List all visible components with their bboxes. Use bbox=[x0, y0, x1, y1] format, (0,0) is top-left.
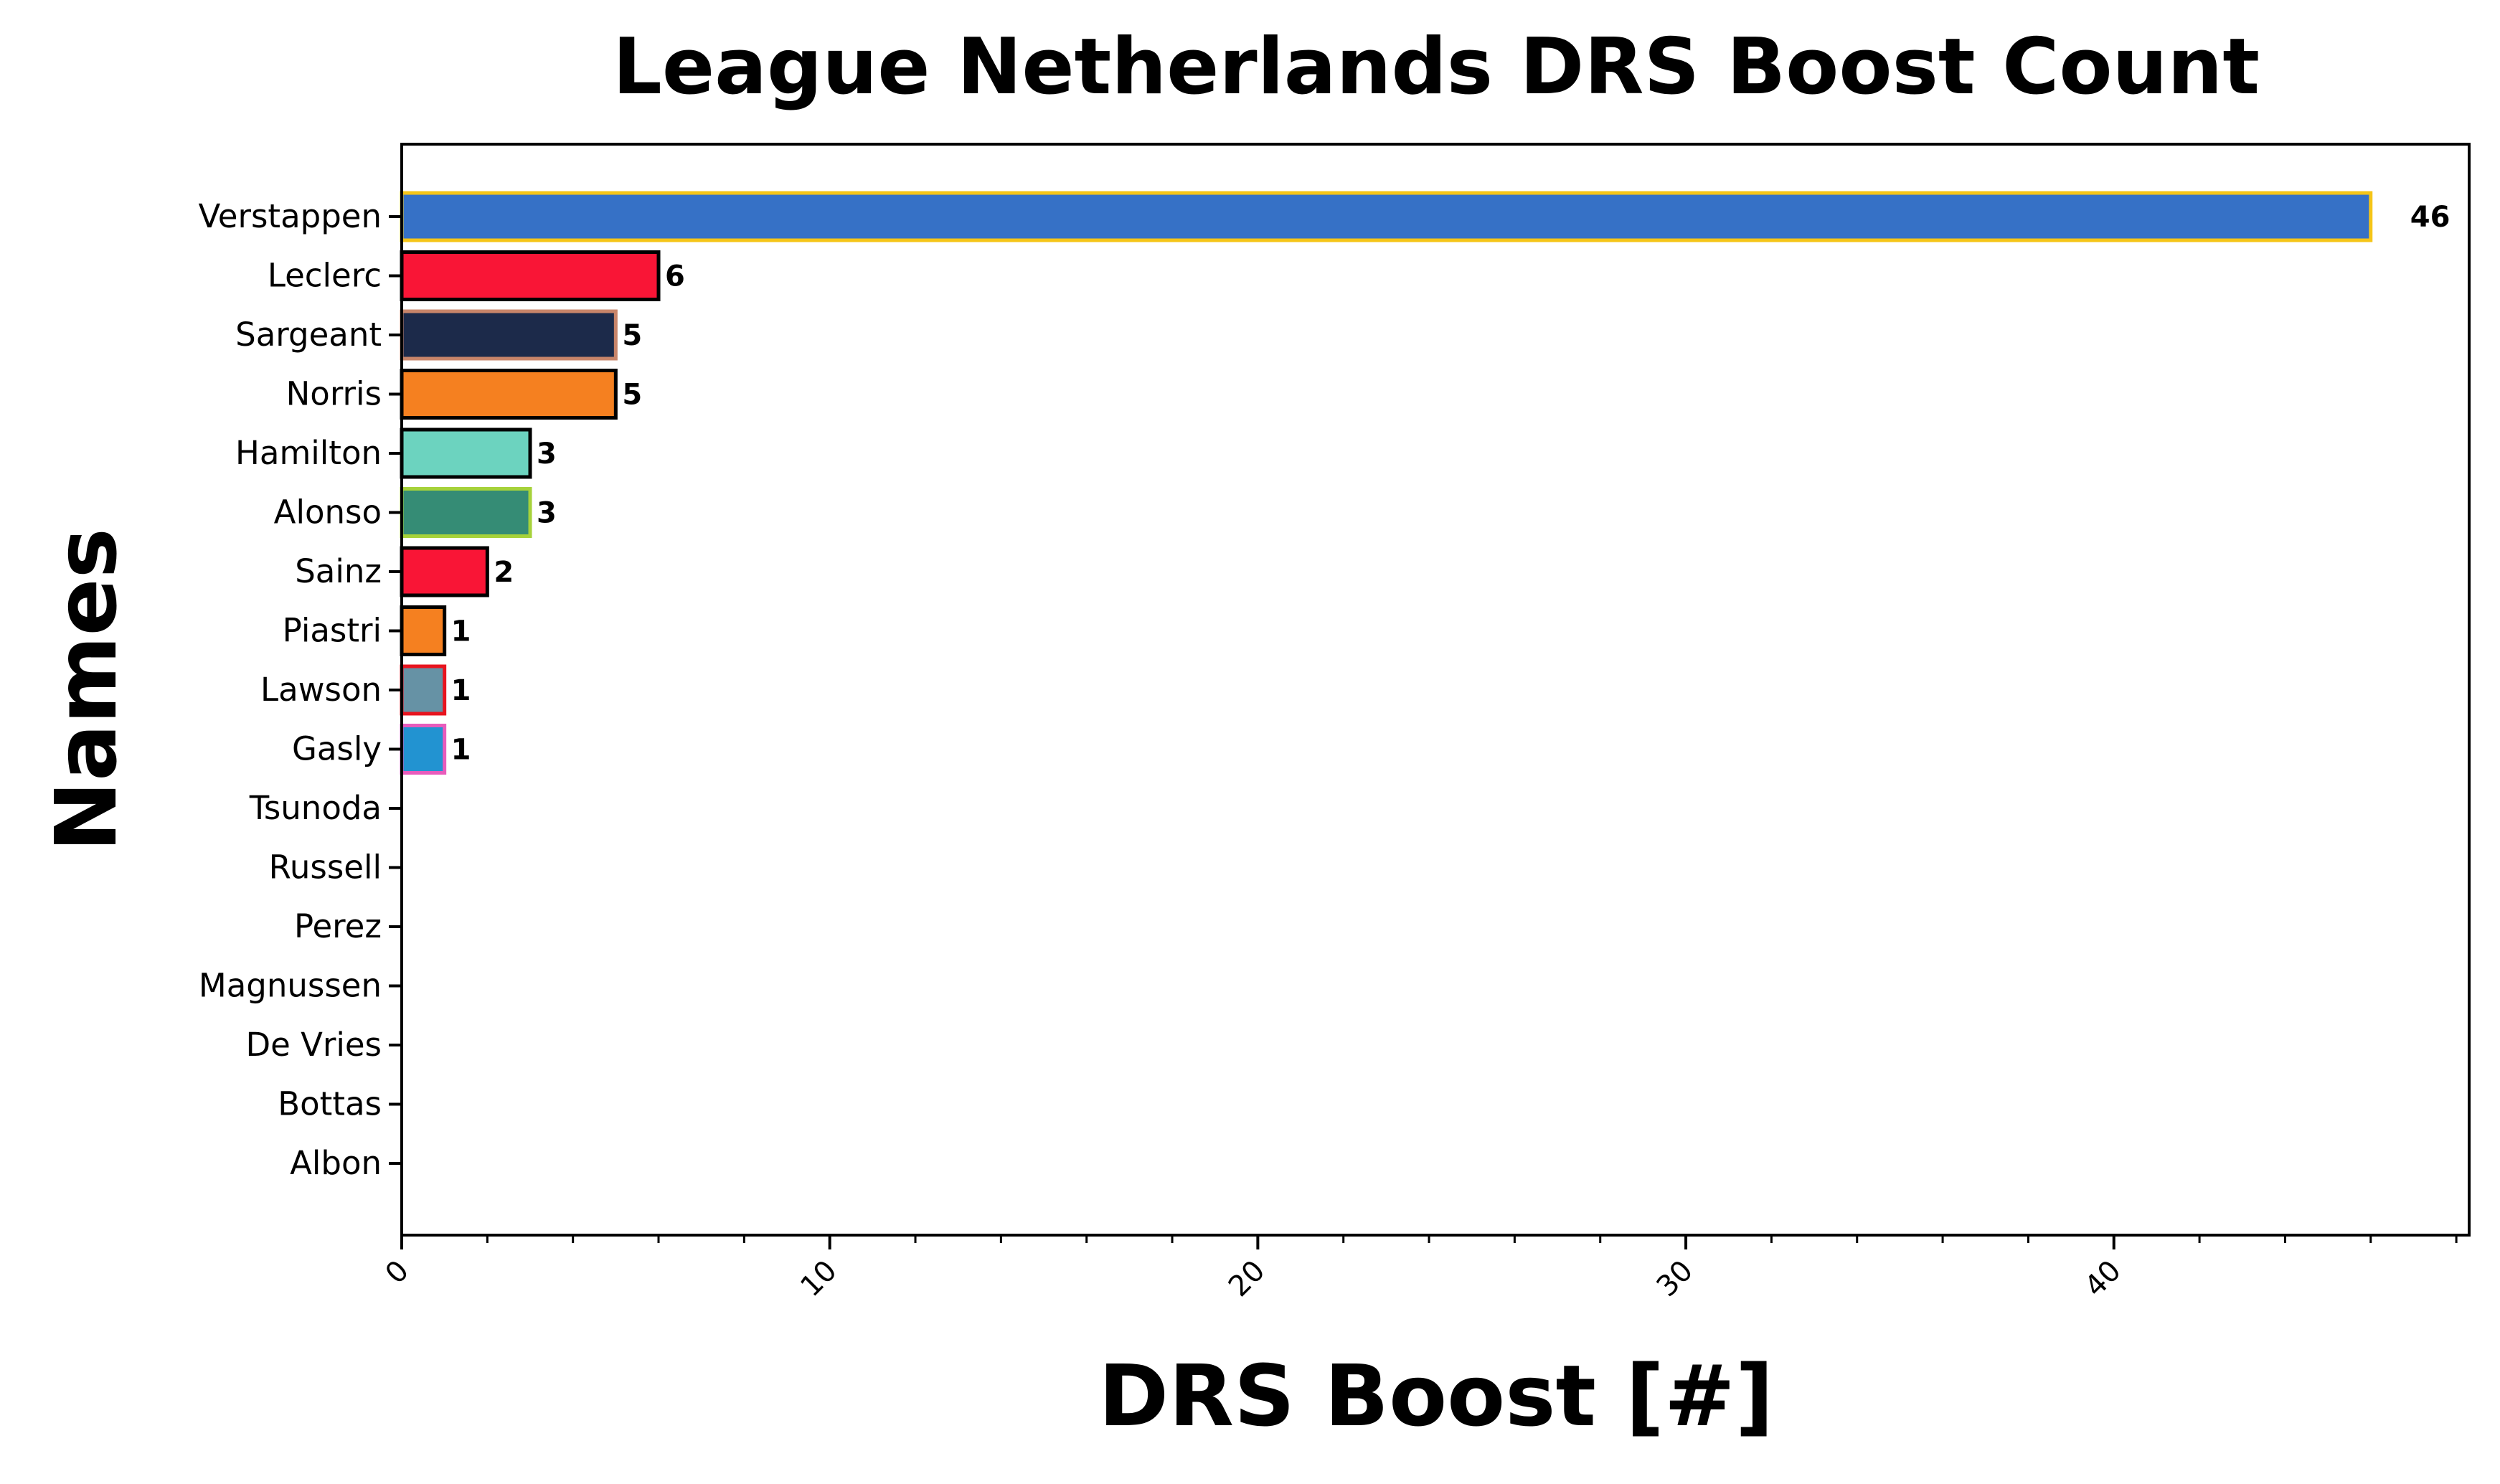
x-tick-label: 0 bbox=[379, 1254, 416, 1291]
bar bbox=[400, 605, 447, 656]
y-tick-label: Leclerc bbox=[268, 257, 382, 295]
x-axis-label: DRS Boost [#] bbox=[1098, 1346, 1773, 1445]
y-tick-label: Verstappen bbox=[199, 197, 382, 235]
plot-frame bbox=[400, 143, 2471, 1237]
data-label: 1 bbox=[451, 734, 471, 767]
bar bbox=[400, 664, 447, 716]
bar bbox=[400, 427, 532, 479]
x-tick-label: 30 bbox=[1651, 1254, 1700, 1304]
bar bbox=[400, 191, 2373, 242]
y-tick-label: Piastri bbox=[283, 612, 382, 650]
y-tick-label: Albon bbox=[290, 1144, 382, 1182]
bar bbox=[400, 250, 661, 301]
data-label: 3 bbox=[537, 497, 557, 530]
bar bbox=[400, 724, 447, 775]
y-tick-label: Lawson bbox=[260, 671, 382, 709]
y-tick-label: Sargeant bbox=[235, 316, 382, 354]
data-label: 1 bbox=[451, 615, 471, 648]
bar bbox=[400, 487, 532, 538]
y-tick-label: Bottas bbox=[278, 1085, 382, 1123]
y-tick-label: Gasly bbox=[292, 730, 382, 768]
ticks-layer: Verstappen Leclerc Sargeant Norris Hamilton A… bbox=[199, 197, 2458, 1304]
data-label: 6 bbox=[665, 260, 685, 293]
y-tick-label: Perez bbox=[294, 907, 382, 945]
data-label: 5 bbox=[622, 379, 642, 412]
y-tick-label: Hamilton bbox=[235, 434, 382, 472]
data-label: 3 bbox=[537, 438, 557, 471]
y-tick-label: Sainz bbox=[295, 552, 382, 590]
y-axis-label: Names bbox=[37, 528, 136, 852]
y-tick-label: Magnussen bbox=[199, 967, 382, 1005]
x-tick-label: 10 bbox=[794, 1254, 844, 1304]
data-label: 1 bbox=[451, 674, 471, 707]
data-label: 5 bbox=[622, 319, 642, 352]
bar bbox=[400, 369, 618, 420]
bar bbox=[400, 546, 489, 597]
y-tick-label: Norris bbox=[286, 375, 382, 413]
x-tick-label: 40 bbox=[2078, 1254, 2128, 1304]
y-tick-label: De Vries bbox=[245, 1026, 382, 1064]
y-tick-label: Tsunoda bbox=[249, 789, 382, 827]
data-label: 2 bbox=[494, 556, 514, 589]
bar bbox=[400, 309, 618, 361]
x-tick-label: 20 bbox=[1222, 1254, 1272, 1304]
chart-title: League Netherlands DRS Boost Count bbox=[613, 22, 2260, 112]
data-label: 46 bbox=[2410, 201, 2451, 234]
y-tick-label: Alonso bbox=[274, 493, 382, 531]
y-tick-label: Russell bbox=[269, 849, 382, 887]
